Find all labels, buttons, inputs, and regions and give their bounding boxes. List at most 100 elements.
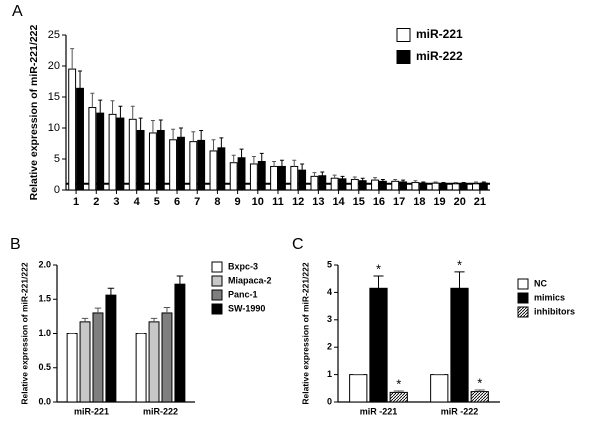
- x-tick-label: miR -222: [441, 406, 479, 416]
- bar: [430, 374, 449, 403]
- error-bar: [138, 117, 143, 131]
- x-tick-label: 9: [235, 196, 241, 208]
- panel-label: B: [10, 236, 21, 253]
- bar: [278, 165, 286, 191]
- error-bar: [461, 182, 466, 184]
- y-tick-label: 25: [48, 29, 60, 41]
- legend-label: Miapaca-2: [228, 275, 272, 285]
- legend-swatch: [517, 306, 529, 318]
- bar: [96, 112, 105, 191]
- error-bar: [373, 177, 377, 181]
- bar: [257, 160, 266, 191]
- bar: [439, 183, 448, 191]
- bar: [350, 178, 359, 191]
- error-bar: [393, 178, 398, 182]
- bar: [270, 165, 278, 191]
- x-tick-label: 3: [113, 196, 119, 208]
- error-bar: [360, 177, 365, 181]
- bar: [79, 321, 91, 403]
- x-tick-label: 18: [413, 196, 425, 208]
- bar: [419, 182, 428, 191]
- legend-label: mimics: [534, 292, 565, 302]
- bar: [66, 333, 78, 403]
- error-bar: [150, 120, 155, 133]
- bar: [330, 177, 339, 191]
- legend-label: inhibitors: [534, 306, 575, 316]
- error-bar: [176, 275, 184, 285]
- legend-swatch: [517, 278, 529, 290]
- panel-label: C: [292, 236, 304, 253]
- legend-label: Panc-1: [228, 289, 258, 299]
- error-bar: [312, 172, 317, 177]
- error-bar: [98, 99, 103, 114]
- y-tick-label: 1: [327, 369, 332, 379]
- bar: [358, 180, 367, 191]
- error-bar: [81, 317, 89, 322]
- bar: [310, 175, 319, 191]
- bar: [189, 141, 198, 191]
- bar: [105, 294, 117, 403]
- bar: [298, 169, 307, 191]
- x-tick-label: 8: [214, 196, 220, 208]
- bar: [472, 183, 480, 191]
- error-bar: [191, 131, 196, 142]
- bar: [349, 374, 368, 403]
- x-tick-label: 11: [272, 196, 284, 208]
- x-tick-label: 14: [332, 196, 345, 208]
- legend-swatch: [211, 275, 223, 287]
- y-tick-label: 1.0: [38, 328, 51, 338]
- y-axis-label: Relative expression of miR-221/222: [19, 262, 29, 404]
- error-bar: [279, 159, 284, 167]
- bar: [249, 163, 258, 191]
- error-bar: [481, 181, 486, 184]
- error-bar: [199, 129, 204, 141]
- error-bar: [474, 389, 485, 392]
- error-bar: [401, 179, 406, 182]
- bar: [318, 175, 327, 191]
- error-bar: [272, 160, 277, 167]
- legend-swatch: [396, 50, 411, 64]
- bar: [229, 162, 238, 191]
- legend-label: miR-221: [416, 27, 463, 41]
- y-tick-label: 1.5: [38, 294, 51, 304]
- panel-label: A: [12, 3, 23, 20]
- error-bar: [251, 156, 256, 164]
- bar: [148, 132, 157, 191]
- x-tick-label: 17: [393, 196, 405, 208]
- bar: [451, 183, 460, 191]
- bar: [174, 283, 186, 403]
- error-bar: [94, 307, 102, 313]
- bar: [156, 129, 165, 191]
- y-tick-label: 2.0: [38, 259, 51, 269]
- bar: [128, 118, 137, 191]
- y-axis-label: Relative expression of miR-221/222: [28, 25, 40, 201]
- y-axis-label: Relative expression of miR-221/222: [300, 262, 310, 404]
- x-tick-label: 6: [174, 196, 180, 208]
- bar: [369, 287, 388, 403]
- x-tick-label: miR -221: [360, 406, 398, 416]
- error-bar: [239, 148, 244, 158]
- x-tick-label: 15: [353, 196, 365, 208]
- x-tick-label: miR-221: [74, 406, 109, 416]
- x-tick-label: 20: [454, 196, 466, 208]
- y-tick-label: 3: [327, 314, 332, 324]
- error-bar: [231, 154, 236, 163]
- bar: [389, 391, 408, 403]
- error-bar: [118, 105, 123, 119]
- y-tick-label: 0.5: [38, 362, 51, 372]
- error-bar: [90, 92, 95, 108]
- x-tick-label: 13: [312, 196, 324, 208]
- y-tick-label: 0: [54, 184, 60, 196]
- x-tick-label: miR-222: [143, 406, 178, 416]
- bar: [431, 182, 440, 191]
- y-tick-label: 20: [48, 60, 60, 72]
- x-tick-label: 21: [474, 196, 486, 208]
- bar: [470, 391, 489, 403]
- bar: [108, 113, 117, 191]
- bar: [378, 180, 387, 191]
- y-tick-label: 0.0: [38, 396, 51, 406]
- significance-mark: *: [376, 261, 381, 276]
- bar: [136, 129, 145, 191]
- error-bar: [352, 176, 357, 180]
